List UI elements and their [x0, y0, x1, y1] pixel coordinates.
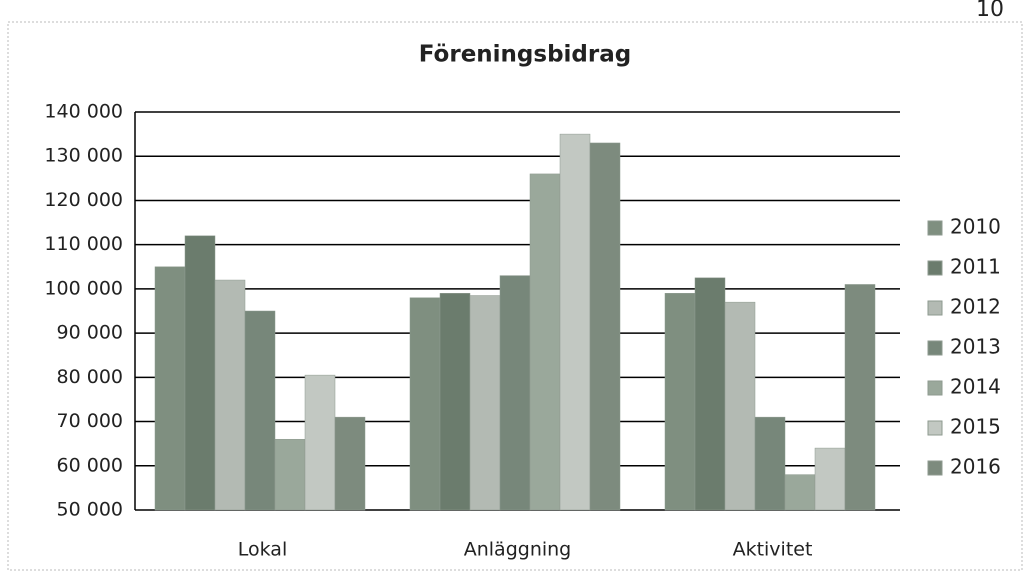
legend-swatch	[927, 220, 943, 236]
legend-label: 2014	[950, 375, 1001, 399]
x-tick-label: Aktivitet	[733, 539, 813, 561]
x-tick-label: Lokal	[238, 539, 287, 561]
bar	[754, 416, 786, 511]
legend-label: 2016	[950, 455, 1001, 479]
bar	[304, 374, 336, 511]
bar	[529, 173, 561, 511]
bar	[244, 310, 276, 511]
legend-swatch	[927, 460, 943, 476]
bar	[499, 275, 531, 511]
legend-swatch	[927, 420, 943, 436]
y-tick-label: 50 000	[57, 499, 123, 521]
legend-swatch	[927, 300, 943, 316]
bar	[469, 295, 501, 511]
bar	[154, 266, 186, 511]
y-tick-label: 100 000	[44, 277, 123, 299]
legend-label: 2011	[950, 255, 1001, 279]
bar	[589, 142, 621, 511]
bar	[694, 277, 726, 511]
y-tick-label: 140 000	[44, 101, 123, 123]
legend-swatch	[927, 380, 943, 396]
y-tick-label: 80 000	[57, 366, 123, 388]
legend-label: 2012	[950, 295, 1001, 319]
y-tick-label: 120 000	[44, 189, 123, 211]
y-tick-label: 110 000	[44, 233, 123, 255]
bar	[214, 279, 246, 511]
bar	[409, 297, 441, 511]
chart-title: Föreningsbidrag	[419, 42, 631, 68]
bar	[724, 301, 756, 511]
y-tick-label: 60 000	[57, 454, 123, 476]
bar	[334, 416, 366, 511]
legend-label: 2013	[950, 335, 1001, 359]
page-number: 10	[976, 0, 1004, 22]
bar	[844, 284, 876, 511]
y-tick-label: 90 000	[57, 322, 123, 344]
legend-swatch	[927, 260, 943, 276]
legend-swatch	[927, 340, 943, 356]
bar	[784, 474, 816, 511]
bar	[664, 293, 696, 511]
y-tick-label: 70 000	[57, 410, 123, 432]
x-tick-label: Anläggning	[464, 539, 572, 561]
bar	[439, 293, 471, 511]
bar	[184, 235, 216, 511]
legend-label: 2010	[950, 215, 1001, 239]
bar	[559, 133, 591, 511]
y-tick-label: 130 000	[44, 145, 123, 167]
legend-label: 2015	[950, 415, 1001, 439]
bar	[814, 447, 846, 511]
bar	[274, 438, 306, 511]
